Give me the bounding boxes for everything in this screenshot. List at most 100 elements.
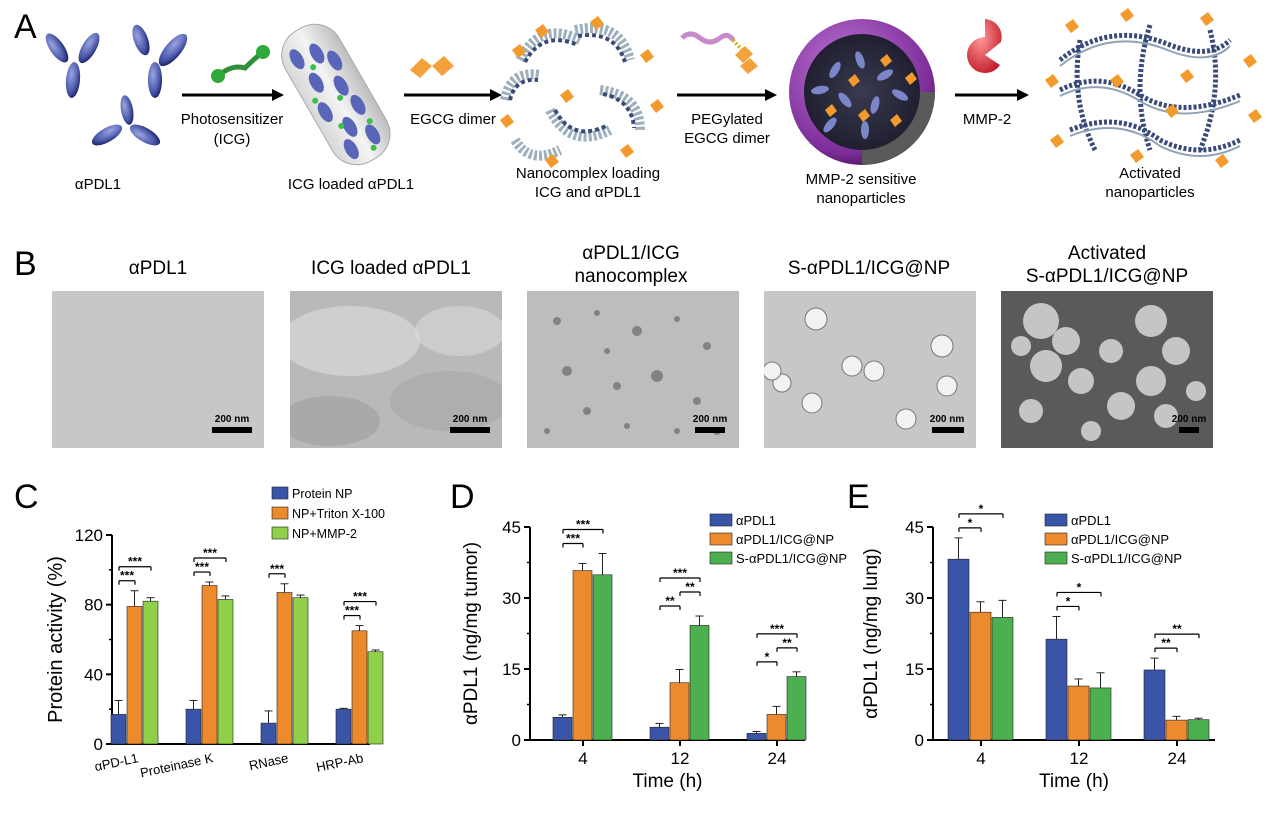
y-tick-label: 0 — [94, 735, 103, 754]
label-apdl1: αPDL1 — [74, 176, 122, 193]
x-tick-label: 4 — [976, 749, 985, 768]
significance-label: *** — [770, 622, 784, 636]
y-tick-label: 15 — [905, 660, 924, 679]
label-photosensitizer: Photosensitizer — [180, 111, 284, 128]
panel-label-a: A — [14, 8, 37, 46]
bar — [649, 726, 670, 741]
chart-d: 0 15 30 45 αPDL1 (ng/mg tumor) Time (h) 4 12 24 *… — [461, 513, 847, 792]
tem-title-1: αPDL1 — [128, 258, 188, 279]
legend-label: S-αPDL1/ICG@NP — [1071, 551, 1182, 566]
label-mmp-np-1: MMP-2 sensitive — [805, 171, 917, 188]
bar — [1165, 719, 1188, 741]
label-mmp2: MMP-2 — [962, 111, 1012, 128]
y-tick-label: 40 — [84, 665, 103, 684]
bar — [185, 708, 202, 745]
significance-label: ** — [782, 636, 792, 650]
y-tick-label: 80 — [84, 596, 103, 615]
significance-label: * — [1077, 580, 1082, 594]
y-axis-title: αPDL1 (ng/mg tumor) — [461, 542, 482, 725]
bar — [217, 599, 234, 745]
scale-label: 200 nm — [214, 414, 250, 425]
tem-texture-4 — [764, 291, 976, 448]
y-tick-label: 45 — [502, 518, 521, 537]
scale-label: 200 nm — [452, 414, 488, 425]
legend-label: NP+Triton X-100 — [292, 507, 385, 521]
antibody-icon-group — [45, 24, 188, 146]
legend-swatch — [1044, 513, 1068, 527]
significance-label: *** — [673, 566, 687, 580]
legend-label: Protein NP — [292, 487, 352, 501]
tem-image-activated: 200 nm — [1001, 291, 1213, 448]
y-tick-label: 0 — [915, 731, 924, 750]
legend-label: αPDL1/ICG@NP — [1071, 532, 1169, 547]
legend-label: αPDL1/ICG@NP — [736, 532, 834, 547]
tem-image-apdl1: 200 nm — [52, 291, 264, 448]
tem-texture-1 — [52, 291, 264, 448]
bar — [786, 676, 807, 741]
significance-label: *** — [566, 532, 580, 546]
panel-a-schematic — [45, 8, 1262, 168]
bar — [1045, 638, 1068, 741]
tem-texture-3 — [527, 291, 739, 448]
tem-texture-2 — [290, 291, 502, 448]
label-nanocomplex-2: ICG and αPDL1 — [534, 184, 642, 201]
bar — [276, 592, 293, 745]
bar — [292, 597, 309, 745]
significance-label: *** — [195, 560, 209, 574]
tem-title-4: S-αPDL1/ICG@NP — [787, 258, 951, 279]
y-tick-label: 45 — [905, 518, 924, 537]
y-axis-title: Protein activity (%) — [45, 556, 67, 723]
bar — [969, 611, 992, 741]
legend-swatch — [709, 532, 733, 546]
bar — [1089, 687, 1112, 741]
x-tick-label: 12 — [1070, 749, 1089, 768]
label-egcg-dimer: EGCG dimer — [410, 111, 496, 128]
significance-label: *** — [120, 569, 134, 583]
bar — [142, 600, 159, 745]
label-activated-1: Activated — [1119, 165, 1181, 182]
tem-image-nanocomplex: 200 nm — [527, 291, 739, 448]
legend-swatch — [271, 486, 289, 500]
scale-label: 200 nm — [929, 414, 965, 425]
significance-label: *** — [203, 546, 217, 560]
label-icg-loaded: ICG loaded αPDL1 — [287, 176, 415, 193]
panel-label-c: C — [14, 478, 39, 516]
bar — [689, 625, 710, 741]
scale-bar — [932, 427, 964, 433]
legend-swatch — [709, 513, 733, 527]
bar — [592, 574, 613, 741]
y-tick-label: 0 — [512, 731, 521, 750]
tem-title-5b: S-αPDL1/ICG@NP — [1025, 266, 1189, 287]
egcg-dimer-icon — [410, 56, 454, 78]
label-activated-2: nanoparticles — [1105, 184, 1195, 201]
y-axis-title: αPDL1 (ng/mg lung) — [861, 548, 882, 718]
tem-title-5a: Activated — [1067, 243, 1147, 264]
tem-image-np: 200 nm — [764, 291, 976, 448]
legend-swatch — [271, 526, 289, 540]
significance-label: * — [968, 516, 973, 530]
significance-label: ** — [665, 594, 675, 608]
bar — [991, 617, 1014, 741]
tem-title-3a: αPDL1/ICG — [582, 243, 680, 264]
legend-swatch — [1044, 551, 1068, 565]
significance-label: *** — [345, 604, 359, 618]
scale-bar — [212, 427, 252, 433]
bar — [1143, 669, 1166, 741]
panel-label-d: D — [450, 478, 475, 516]
activated-nanoparticles-icon — [1045, 8, 1262, 168]
scale-bar — [695, 427, 725, 433]
tem-texture-5 — [1001, 291, 1213, 448]
x-tick-label: RNase — [248, 750, 290, 773]
significance-label: ** — [685, 580, 695, 594]
y-tick-label: 30 — [502, 589, 521, 608]
significance-label: *** — [353, 590, 367, 604]
bar — [126, 606, 143, 745]
bar — [746, 733, 767, 741]
significance-label: *** — [270, 562, 284, 576]
legend-label: NP+MMP-2 — [292, 527, 357, 541]
x-axis-title: Time (h) — [1039, 771, 1109, 792]
significance-label: * — [765, 650, 770, 664]
legend-label: αPDL1 — [1071, 513, 1111, 528]
nanocomplex-icon — [500, 16, 664, 168]
